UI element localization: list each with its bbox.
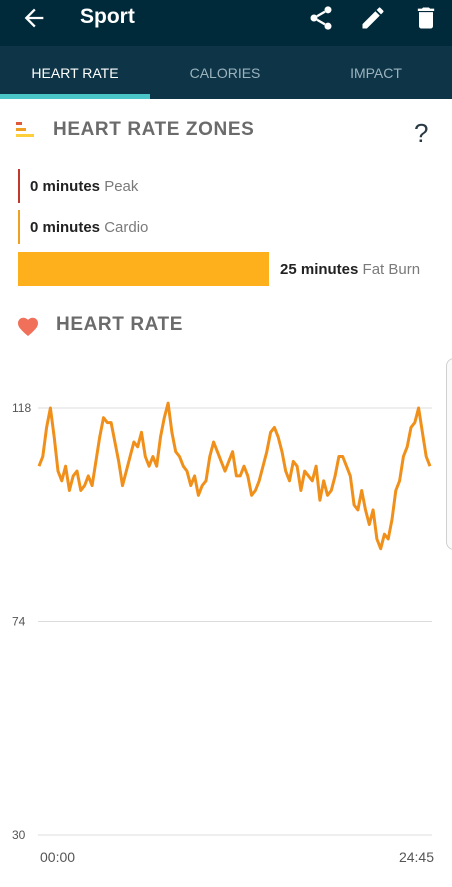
heart-rate-section-title: HEART RATE xyxy=(56,314,184,335)
heart-rate-chart: 118 74 30 00:00 24:45 xyxy=(12,401,434,865)
y-tick-label: 74 xyxy=(12,615,26,629)
zone-cardio-label: Cardio xyxy=(104,219,149,236)
zone-peak-label: Peak xyxy=(104,178,139,195)
heart-rate-line xyxy=(37,401,432,551)
zone-fat-burn-bar xyxy=(18,252,269,286)
y-tick-label: 118 xyxy=(12,401,31,415)
zone-cardio-minutes: 0 minutes xyxy=(30,219,101,236)
edit-icon[interactable] xyxy=(359,4,387,32)
zone-cardio-bar xyxy=(18,210,20,244)
zone-fat-burn-label: Fat Burn xyxy=(362,261,421,278)
zone-peak-bar xyxy=(18,169,20,203)
delete-icon[interactable] xyxy=(412,4,440,32)
tab-heart-rate[interactable]: HEART RATE xyxy=(31,65,119,81)
zone-peak-minutes: 0 minutes xyxy=(30,178,101,195)
tab-impact[interactable]: IMPACT xyxy=(350,65,402,81)
arrow-left-icon[interactable] xyxy=(20,4,48,32)
tab-calories[interactable]: CALORIES xyxy=(189,65,261,81)
heart-icon xyxy=(18,317,38,336)
y-tick-label: 30 xyxy=(12,828,26,842)
zones-section-title: HEART RATE ZONES xyxy=(53,119,255,140)
zone-fat-burn-minutes: 25 minutes xyxy=(280,261,359,278)
x-tick-label: 24:45 xyxy=(399,849,434,865)
help-button[interactable]: ? xyxy=(414,118,429,148)
x-tick-label: 00:00 xyxy=(40,849,75,865)
share-icon[interactable] xyxy=(307,4,335,32)
app-bar: Sport xyxy=(0,0,452,46)
active-tab-indicator xyxy=(0,94,150,99)
tab-bar: HEART RATE CALORIES IMPACT xyxy=(0,46,452,99)
page-title: Sport xyxy=(80,5,135,28)
zone-fat-burn: 25 minutes Fat Burn xyxy=(18,252,438,286)
zones-icon xyxy=(16,122,34,137)
